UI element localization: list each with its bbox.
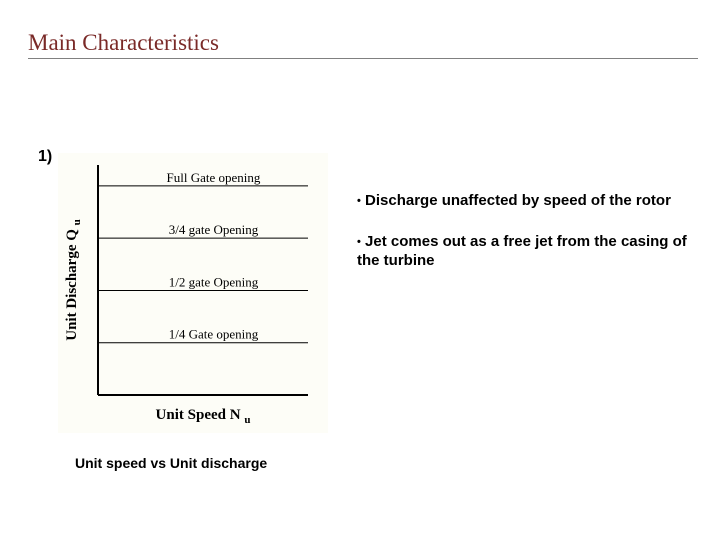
bullet-dot-icon: • (357, 195, 361, 207)
page-title: Main Characteristics (28, 30, 698, 59)
bullet-text: Jet comes out as a free jet from the cas… (357, 233, 687, 269)
slide-page: Main Characteristics 1) Full Gate openin… (0, 0, 720, 540)
bullet-item: • Discharge unaffected by speed of the r… (357, 192, 702, 211)
chart-caption: Unit speed vs Unit discharge (75, 455, 267, 471)
svg-text:3/4 gate Opening: 3/4 gate Opening (169, 222, 259, 237)
item-number: 1) (38, 148, 52, 166)
bullet-text: Discharge unaffected by speed of the rot… (365, 192, 671, 209)
bullet-dot-icon: • (357, 236, 361, 248)
svg-text:1/2 gate Opening: 1/2 gate Opening (169, 274, 259, 289)
svg-text:Full Gate opening: Full Gate opening (167, 170, 261, 185)
unit-speed-vs-discharge-chart: Full Gate opening 3/4 gate Opening 1/2 gat… (58, 153, 328, 433)
svg-text:1/4 Gate opening: 1/4 Gate opening (169, 327, 259, 342)
bullet-item: • Jet comes out as a free jet from the c… (357, 233, 702, 271)
bullet-list: • Discharge unaffected by speed of the r… (357, 192, 702, 292)
